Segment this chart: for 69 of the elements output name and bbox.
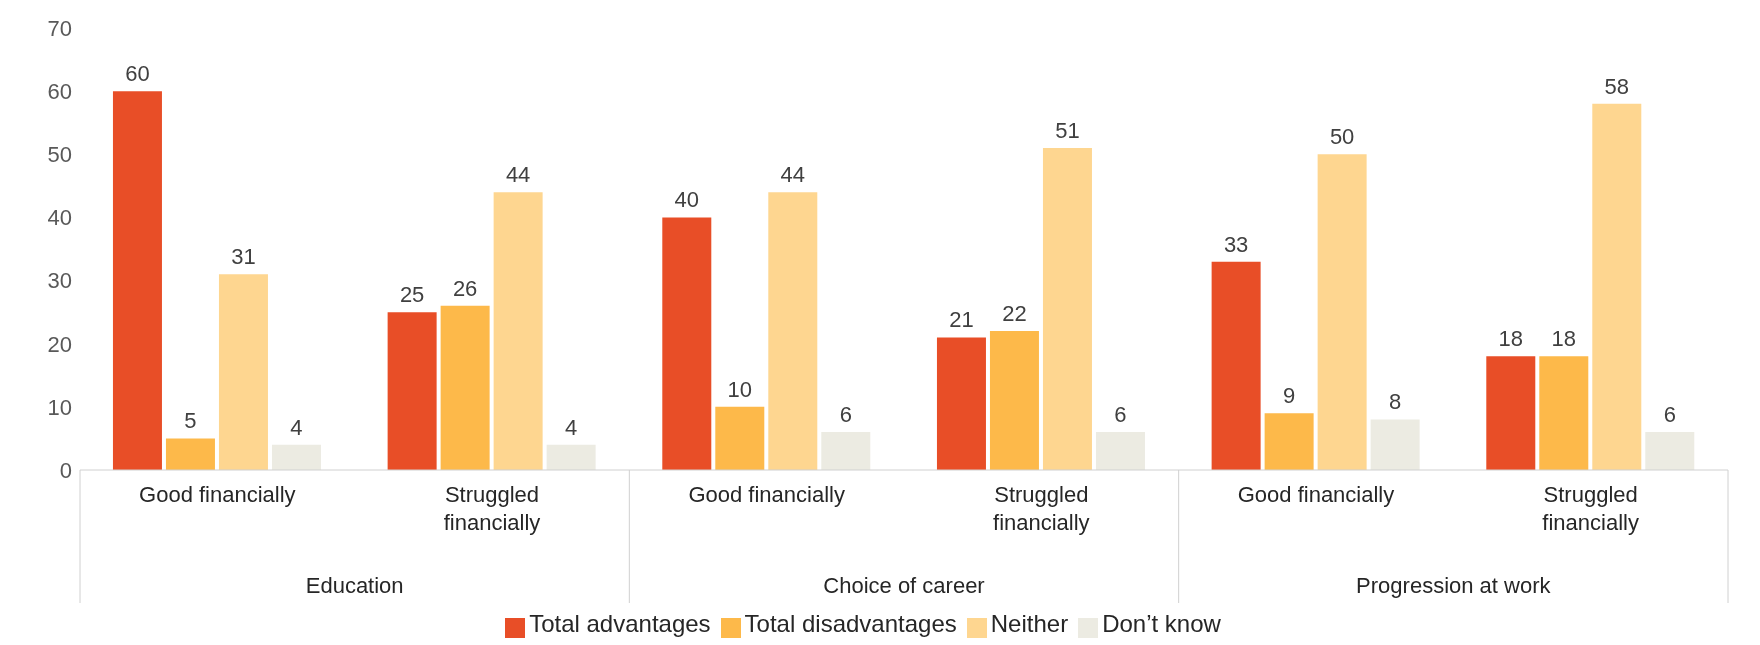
- bar: [440, 305, 490, 470]
- data-label: 8: [1389, 389, 1402, 415]
- text: Choice of career: [823, 573, 985, 598]
- x-tick-label: Good financially: [139, 482, 296, 507]
- bar: [1645, 432, 1695, 470]
- y-tick-label: 40: [47, 205, 72, 231]
- y-tick-label: 30: [47, 268, 72, 294]
- legend-label: Total advantages: [529, 610, 711, 637]
- bar: [1486, 356, 1536, 470]
- y-tick-label: 10: [47, 394, 72, 420]
- legend-label: Total disadvantages: [744, 610, 957, 637]
- text: Progression at work: [1356, 573, 1552, 598]
- data-label: 60: [125, 61, 150, 87]
- data-label: 25: [399, 282, 425, 308]
- bar: [1592, 103, 1642, 470]
- x-tick-label: Struggled financially: [993, 482, 1090, 535]
- data-label: 33: [1223, 231, 1249, 257]
- legend-label: Neither: [990, 610, 1069, 637]
- data-label: 18: [1498, 326, 1524, 352]
- bar: [1095, 432, 1145, 470]
- data-label: 10: [727, 376, 753, 402]
- data-label: 21: [949, 307, 974, 333]
- bar: [112, 91, 162, 470]
- data-label: 22: [1002, 301, 1027, 327]
- y-tick-label: 0: [59, 457, 72, 483]
- y-tick-label: 70: [47, 15, 72, 41]
- data-label: 31: [231, 244, 256, 270]
- bar: [387, 312, 437, 470]
- bar: [165, 438, 215, 470]
- bar: [1211, 261, 1261, 470]
- bar: [1264, 413, 1314, 470]
- bar: [936, 337, 986, 470]
- bar: [546, 444, 596, 470]
- y-tick-label: 20: [47, 331, 72, 357]
- data-label: 6: [1114, 402, 1127, 428]
- x-tick-label: Good financially: [1237, 482, 1395, 507]
- data-label: 51: [1055, 117, 1080, 143]
- data-label: 6: [1663, 402, 1676, 428]
- data-label: 58: [1604, 73, 1630, 99]
- bar: [271, 444, 321, 470]
- bar: [821, 432, 871, 470]
- data-label: 18: [1551, 326, 1577, 352]
- x-tick-label: Good financially: [688, 482, 845, 507]
- legend-label: Don’t know: [1102, 610, 1221, 637]
- data-label: 44: [780, 162, 806, 188]
- bar: [493, 192, 543, 470]
- data-label: 26: [452, 275, 478, 301]
- data-label: 4: [290, 414, 303, 440]
- bar: [768, 192, 818, 470]
- data-label: 40: [674, 187, 700, 213]
- bar: [218, 274, 268, 470]
- bar: [989, 331, 1039, 470]
- bar: [1042, 147, 1092, 470]
- x-tick-label: Struggled financially: [1542, 482, 1639, 535]
- bar: [1370, 419, 1420, 470]
- x-tick-label: Struggled financially: [443, 482, 541, 535]
- bar: [662, 217, 712, 470]
- bar: [1539, 356, 1589, 470]
- data-label: 5: [184, 408, 197, 434]
- data-label: 44: [505, 162, 531, 188]
- text: Education: [305, 573, 404, 598]
- bar: [1317, 154, 1367, 470]
- data-label: 9: [1283, 383, 1296, 409]
- y-tick-label: 50: [47, 142, 72, 168]
- data-label: 4: [565, 414, 578, 440]
- data-label: 50: [1329, 124, 1355, 150]
- y-tick-label: 60: [47, 78, 72, 104]
- bar: [715, 406, 765, 470]
- data-label: 6: [839, 402, 852, 428]
